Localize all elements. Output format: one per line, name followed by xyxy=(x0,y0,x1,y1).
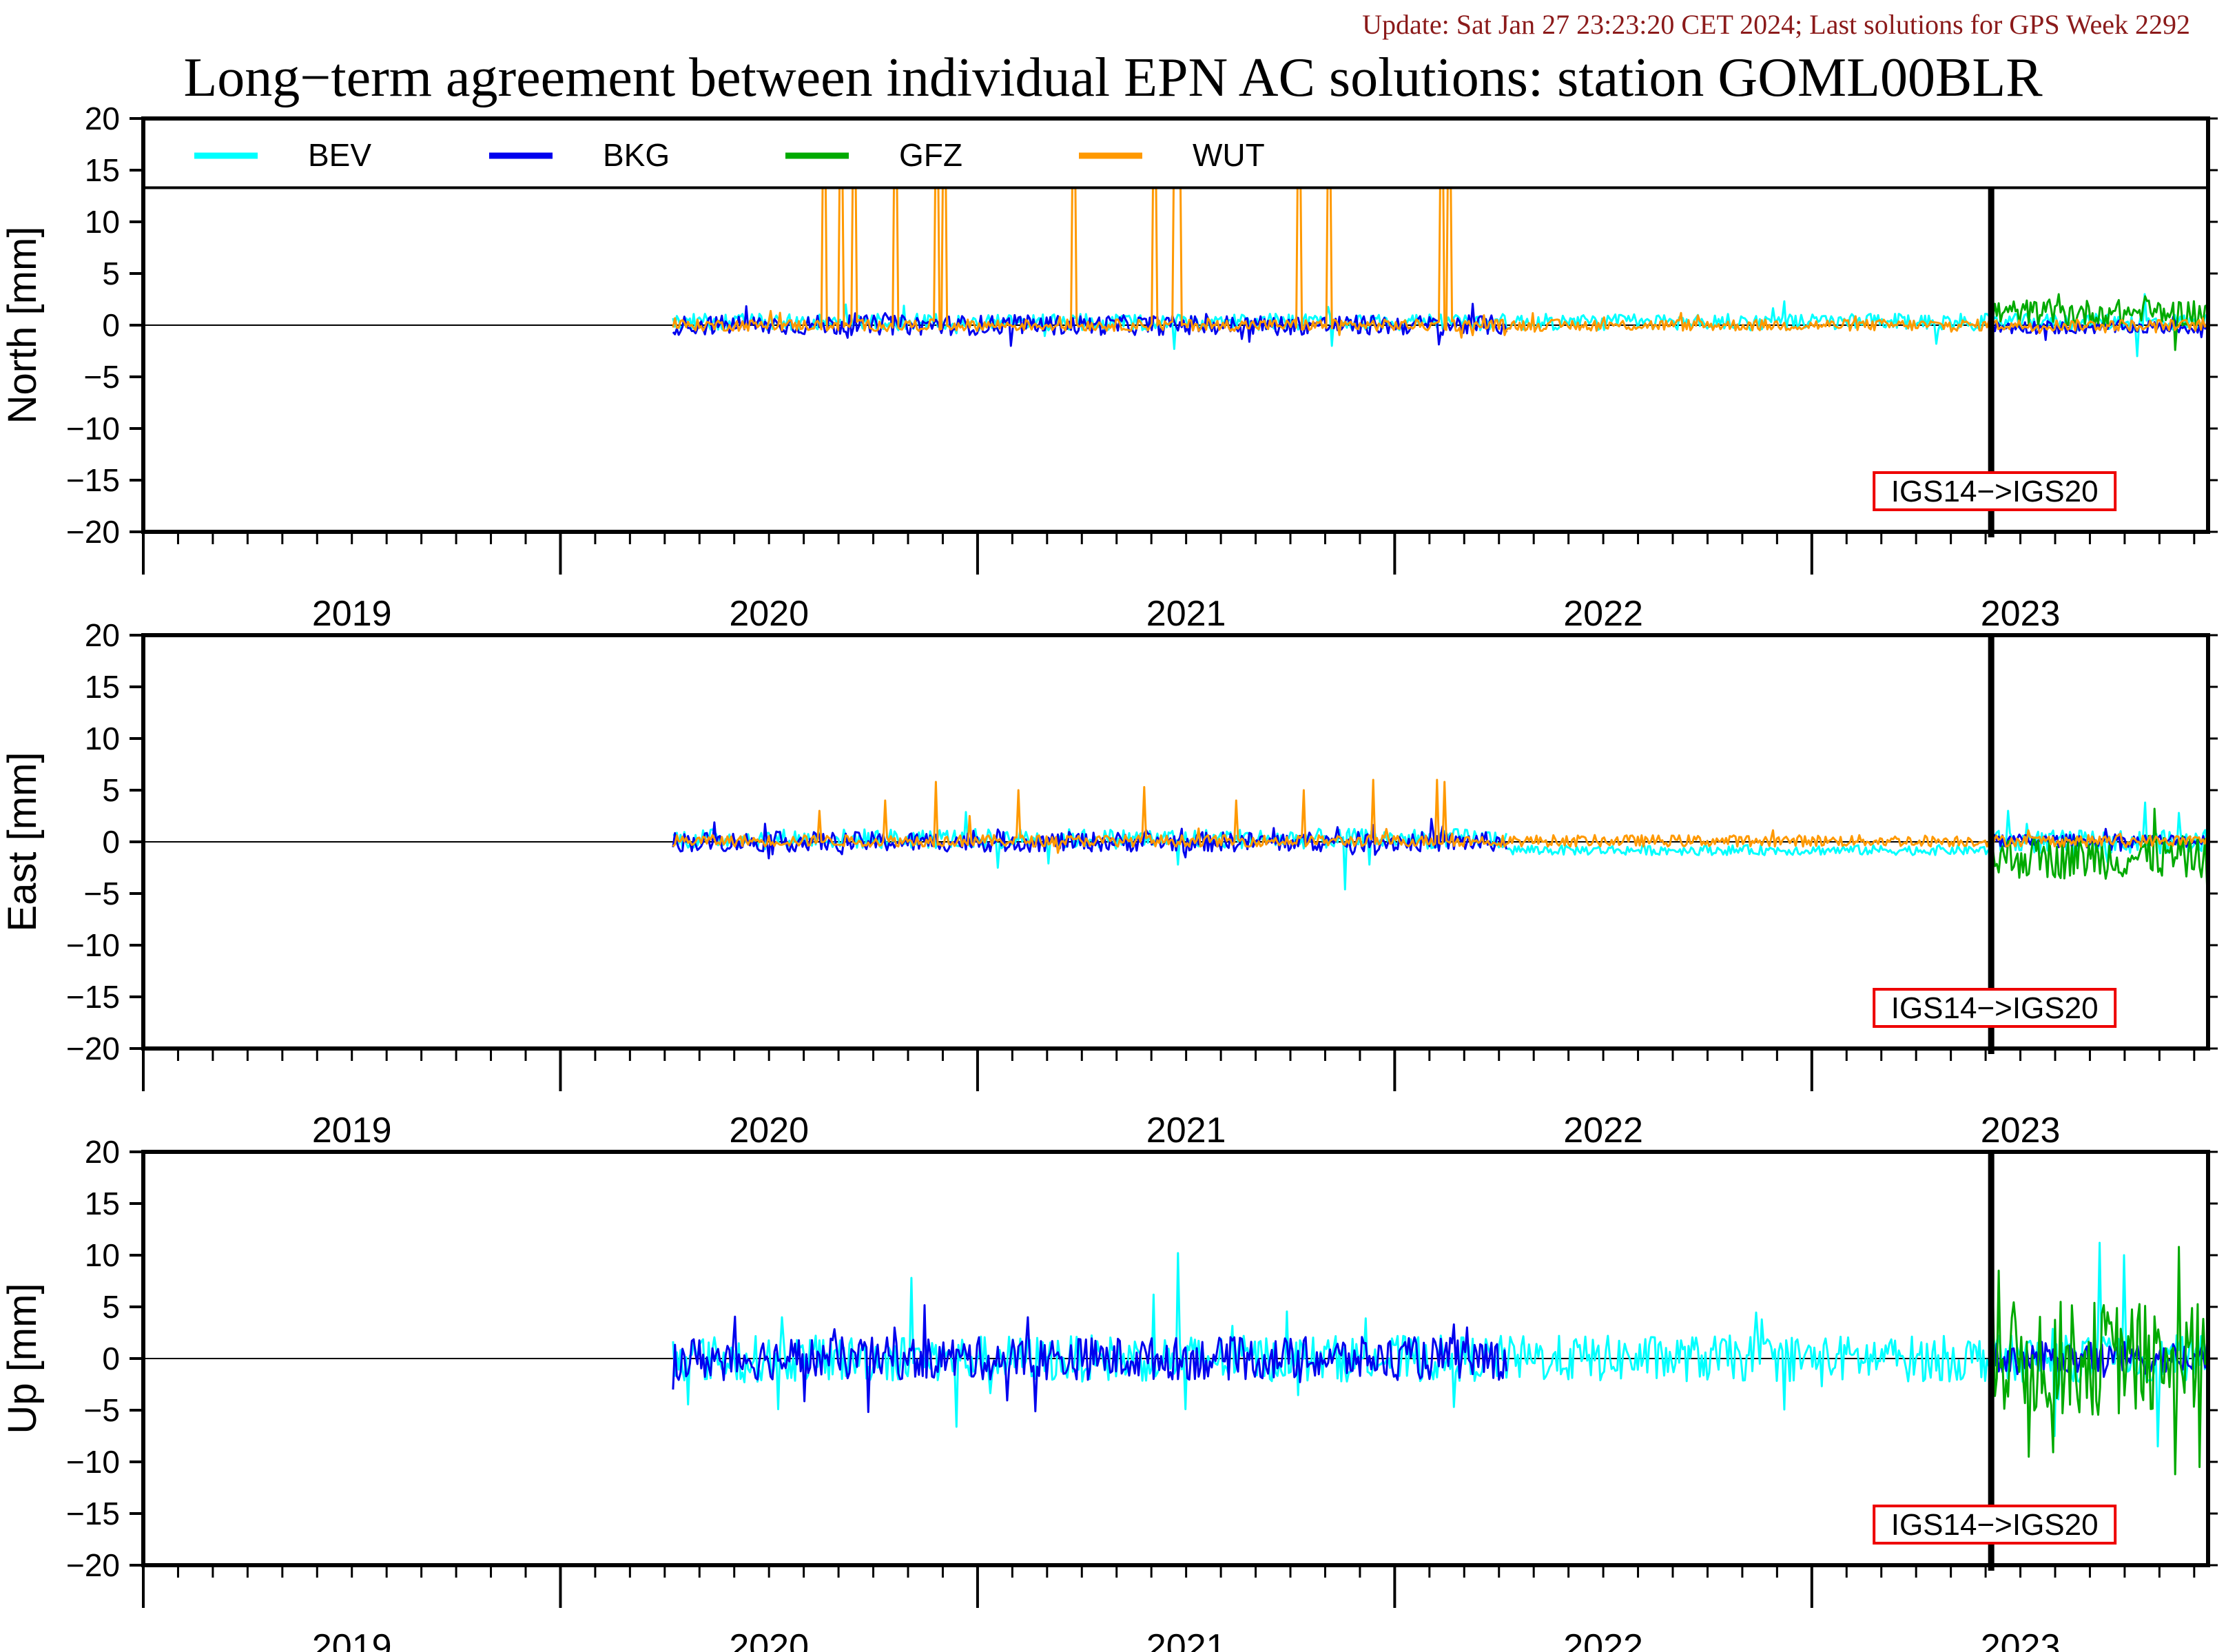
series-line-gfz xyxy=(1990,1246,2208,1476)
legend-label-bev: BEV xyxy=(308,137,371,173)
y-tick-label: −15 xyxy=(66,1496,120,1531)
series-line-gfz xyxy=(1990,293,2208,351)
legend-item-wut: WUT xyxy=(1079,137,1265,173)
y-tick-label: −15 xyxy=(66,462,120,498)
series-line-bev xyxy=(672,811,1508,891)
x-tick-label: 2021 xyxy=(1146,594,1226,634)
x-tick-label: 2022 xyxy=(1563,1111,1643,1150)
x-tick-label: 2022 xyxy=(1563,594,1643,634)
series-line-bkg xyxy=(672,302,1508,347)
y-tick-label: −10 xyxy=(66,1444,120,1480)
series-line-wut xyxy=(672,118,2207,339)
series-line-bkg xyxy=(672,818,1508,860)
y-tick-label: 0 xyxy=(102,1341,120,1376)
y-tick-label: 15 xyxy=(85,1186,120,1221)
y-tick-label: 20 xyxy=(85,617,120,653)
y-tick-label: −5 xyxy=(84,359,120,395)
y-tick-label: 15 xyxy=(85,669,120,705)
event-marker-box xyxy=(1873,988,2117,1028)
y-tick-label: −15 xyxy=(66,979,120,1015)
panel-north: IGS14−>IGS20 BEV BKG GFZ WUT 20 15 10 5 0 −5 −10 −15… xyxy=(0,101,2218,634)
y-tick-label: 5 xyxy=(102,1289,120,1325)
x-tick-label: 2019 xyxy=(312,594,392,634)
legend-label-wut: WUT xyxy=(1193,137,1265,173)
x-tick-label: 2023 xyxy=(1981,1111,2061,1150)
series-group xyxy=(672,118,2208,358)
y-axis-label: Up [mm] xyxy=(0,1283,45,1434)
x-tick-label: 2020 xyxy=(729,1627,809,1652)
series-group xyxy=(672,778,2208,891)
y-tick-label: 5 xyxy=(102,256,120,291)
event-marker-label: IGS14−>IGS20 xyxy=(1891,1508,2099,1542)
y-tick-label: −20 xyxy=(66,514,120,550)
series-line-wut xyxy=(672,778,2208,854)
x-tick-label: 2023 xyxy=(1981,594,2061,634)
y-tick-label: −5 xyxy=(84,876,120,911)
y-tick-label: 5 xyxy=(102,772,120,808)
y-tick-label: −20 xyxy=(66,1031,120,1066)
y-tick-label: 10 xyxy=(85,721,120,756)
y-tick-label: −10 xyxy=(66,927,120,963)
series-group xyxy=(672,1241,2208,1476)
x-tick-label: 2023 xyxy=(1981,1627,2061,1652)
y-tick-label: −20 xyxy=(66,1547,120,1583)
x-tick-label: 2020 xyxy=(729,1111,809,1150)
legend-label-gfz: GFZ xyxy=(899,137,962,173)
y-tick-label: 15 xyxy=(85,152,120,188)
event-marker-label: IGS14−>IGS20 xyxy=(1891,475,2099,508)
y-tick-label: 20 xyxy=(85,101,120,136)
series-line-bev xyxy=(1507,844,1990,856)
series-line-bkg xyxy=(672,1304,1508,1414)
x-tick-label: 2019 xyxy=(312,1111,392,1150)
y-tick-label: 0 xyxy=(102,824,120,860)
y-tick-label: −5 xyxy=(84,1392,120,1428)
event-marker-label: IGS14−>IGS20 xyxy=(1891,991,2099,1025)
x-tick-label: 2019 xyxy=(312,1627,392,1652)
x-tick-label: 2020 xyxy=(729,594,809,634)
series-line-gfz xyxy=(1990,807,2208,886)
legend-item-bev: BEV xyxy=(194,137,371,173)
y-tick-label: 0 xyxy=(102,307,120,343)
x-tick-label: 2021 xyxy=(1146,1111,1226,1150)
event-marker-box xyxy=(1873,471,2117,511)
y-tick-label: −10 xyxy=(66,411,120,446)
y-axis-label: North [mm] xyxy=(0,227,45,424)
y-tick-label: 10 xyxy=(85,1237,120,1273)
legend-label-bkg: BKG xyxy=(603,137,670,173)
series-line-bkg xyxy=(1990,316,2208,341)
update-timestamp: Update: Sat Jan 27 23:23:20 CET 2024; La… xyxy=(1362,9,2190,40)
legend-item-gfz: GFZ xyxy=(785,137,962,173)
x-tick-label: 2021 xyxy=(1146,1627,1226,1652)
panel-east: IGS14−>IGS20 20 15 10 5 0 −5 −10 −15 −20 East [mm]… xyxy=(0,617,2218,1150)
y-axis-label: East [mm] xyxy=(0,752,45,931)
y-tick-label: 20 xyxy=(85,1134,120,1170)
y-tick-label: 10 xyxy=(85,204,120,240)
x-tick-label: 2022 xyxy=(1563,1627,1643,1652)
event-marker-box xyxy=(1873,1505,2117,1545)
legend-item-bkg: BKG xyxy=(489,137,670,173)
panel-up: IGS14−>IGS20 20 15 10 5 0 −5 −10 −15 −20 Up [mm] 20… xyxy=(0,1134,2218,1652)
legend-background xyxy=(145,121,2206,187)
chart-title: Long−term agreement between individual E… xyxy=(183,48,2043,108)
